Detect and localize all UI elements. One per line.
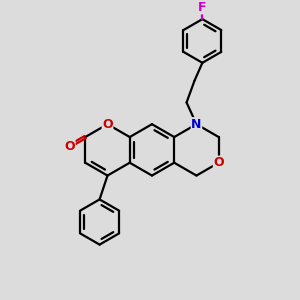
Text: N: N (191, 118, 202, 131)
Text: O: O (213, 156, 224, 169)
Text: O: O (102, 118, 113, 131)
Text: O: O (64, 140, 75, 152)
Text: F: F (198, 1, 207, 14)
